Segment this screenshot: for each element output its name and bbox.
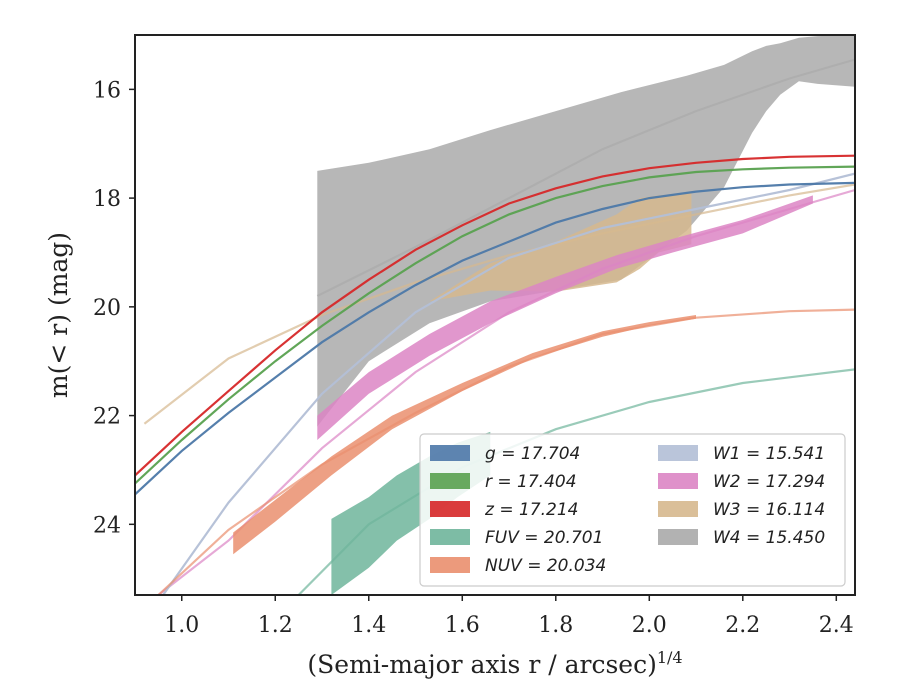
legend-label-w1: W1 = 15.541: [713, 444, 825, 464]
legend-swatch-nuv: [430, 557, 470, 573]
series-line-g: [135, 181, 855, 496]
x-axis-label: (Semi-major axis r / arcsec)1/4: [307, 648, 682, 679]
plot-area: [135, 35, 855, 595]
x-tick-label: 2.2: [725, 613, 760, 638]
y-axis-label: m(< r) (mag): [44, 232, 73, 398]
legend: g = 17.704 r = 17.404 z = 17.214 FUV = 20.7…: [419, 433, 846, 587]
legend-label-w3: W3 = 16.114: [713, 500, 825, 520]
x-tick-label: 2.4: [819, 613, 854, 638]
series-line-z: [135, 154, 855, 477]
x-tick-label: 1.8: [538, 613, 573, 638]
y-tick-label: 22: [93, 405, 121, 430]
series-band-w3: [429, 192, 692, 302]
legend-label-nuv: NUV = 20.034: [485, 556, 606, 576]
legend-label-w2: W2 = 17.294: [713, 472, 825, 492]
legend-label-w4: W4 = 15.450: [713, 528, 825, 548]
legend-label-g: g = 17.704: [485, 444, 580, 464]
x-tick-label: 1.4: [351, 613, 386, 638]
x-tick-label: 1.6: [445, 613, 480, 638]
legend-swatch-w4: [658, 529, 698, 545]
x-axis-label-exponent: 1/4: [657, 648, 683, 667]
y-tick-label: 18: [93, 187, 121, 212]
legend-swatch-w3: [658, 501, 698, 517]
legend-swatch-w1: [658, 445, 698, 461]
x-axis-label-text: (Semi-major axis r / arcsec): [307, 650, 656, 679]
legend-label-r: r = 17.404: [485, 472, 577, 492]
legend-label-fuv: FUV = 20.701: [485, 528, 603, 548]
series-band-w2: [317, 195, 813, 440]
legend-swatch-g: [430, 445, 470, 461]
series-line-w1: [162, 172, 855, 595]
y-tick-label: 24: [93, 513, 121, 538]
legend-swatch-w2: [658, 473, 698, 489]
legend-swatch-fuv: [430, 529, 470, 545]
x-tick-label: 1.0: [164, 613, 199, 638]
plot-frame: [134, 34, 856, 596]
y-tick-label: 20: [93, 296, 121, 321]
legend-label-z: z = 17.214: [484, 500, 578, 520]
y-tick-label: 16: [93, 78, 121, 103]
legend-swatch-z: [430, 501, 470, 517]
series-line-w3: [143, 183, 855, 425]
legend-swatch-r: [430, 473, 470, 489]
legend-frame: [419, 433, 846, 587]
y-axis: 16 18 20 22 24: [93, 78, 135, 538]
x-axis: 1.0 1.2 1.4 1.6 1.8 2.0 2.2 2.4: [164, 595, 854, 638]
x-tick-label: 2.0: [632, 613, 667, 638]
x-tick-label: 1.2: [258, 613, 293, 638]
series-line-r: [135, 165, 855, 485]
